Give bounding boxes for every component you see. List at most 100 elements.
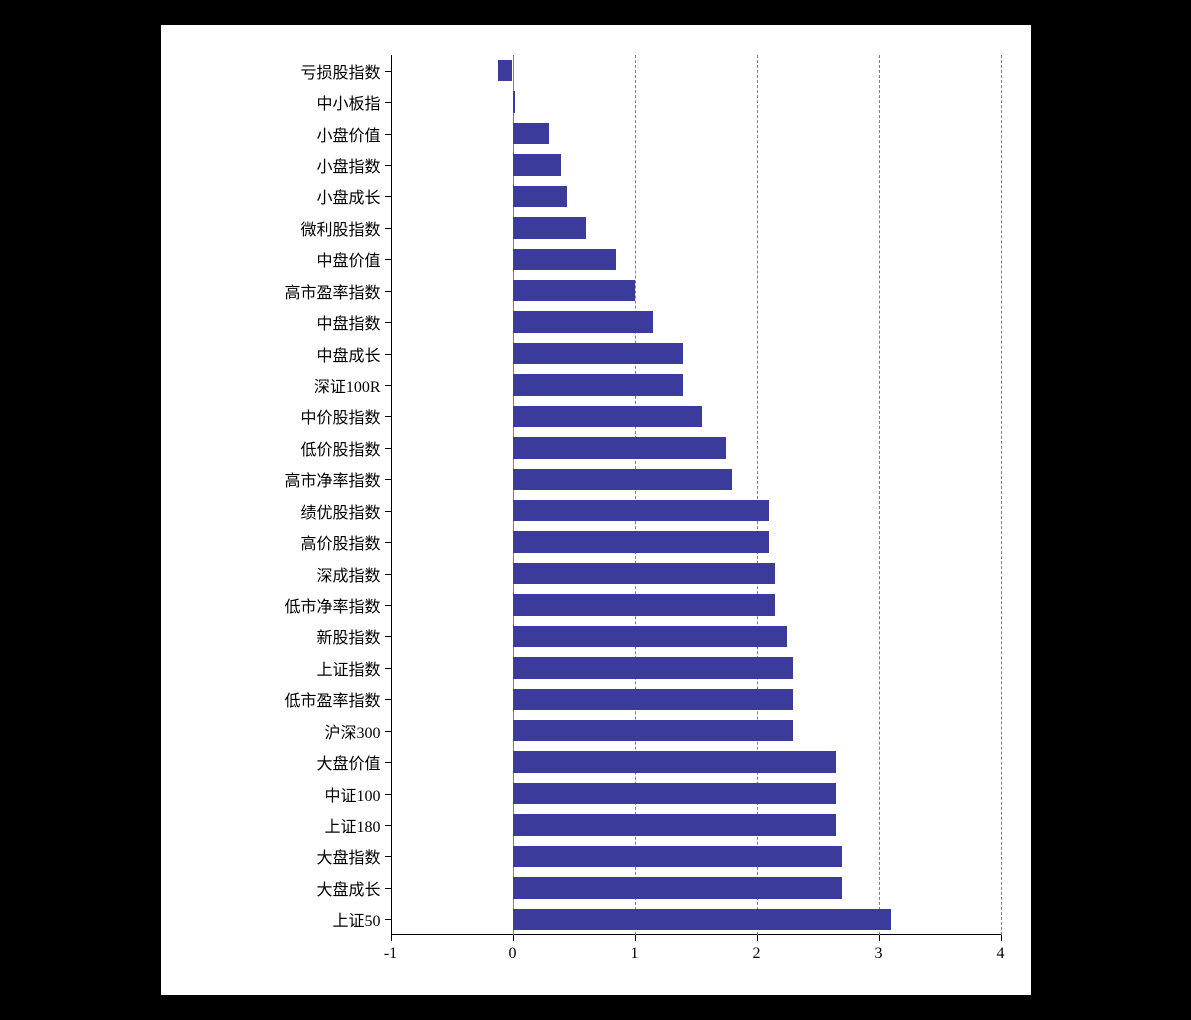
- gridline: [1001, 55, 1002, 935]
- category-label: 沪深300: [324, 719, 390, 743]
- bar-row: 上证50: [391, 909, 1001, 930]
- x-tick-mark: [1001, 935, 1002, 941]
- category-label: 小盘成长: [316, 184, 390, 208]
- bar-row: 中小板指: [391, 91, 1001, 112]
- y-axis: [391, 55, 392, 935]
- category-label: 上证50: [332, 907, 390, 931]
- bar: [513, 249, 617, 270]
- x-tick-label: 4: [997, 945, 1005, 963]
- bar-row: 大盘成长: [391, 877, 1001, 898]
- category-label: 小盘指数: [316, 153, 390, 177]
- bar-row: 大盘指数: [391, 846, 1001, 867]
- plot-area: -101234亏损股指数中小板指小盘价值小盘指数小盘成长微利股指数中盘价值高市盈…: [391, 55, 1001, 935]
- category-label: 小盘价值: [316, 122, 390, 146]
- bar-row: 沪深300: [391, 720, 1001, 741]
- x-tick-mark: [635, 935, 636, 941]
- bar-row: 高市净率指数: [391, 469, 1001, 490]
- category-label: 低价股指数: [300, 436, 390, 460]
- category-label: 亏损股指数: [300, 59, 390, 83]
- bar: [513, 689, 794, 710]
- bar: [513, 186, 568, 207]
- bar-row: 小盘指数: [391, 154, 1001, 175]
- category-label: 大盘成长: [316, 876, 390, 900]
- bar: [513, 846, 842, 867]
- category-label: 深成指数: [316, 562, 390, 586]
- bar-row: 中盘成长: [391, 343, 1001, 364]
- bar: [513, 343, 684, 364]
- bar-row: 高市盈率指数: [391, 280, 1001, 301]
- bar: [513, 469, 733, 490]
- bar-row: 小盘价值: [391, 123, 1001, 144]
- category-label: 高市净率指数: [284, 467, 390, 491]
- x-tick-label: 1: [631, 945, 639, 963]
- category-label: 中价股指数: [300, 404, 390, 428]
- bar-row: 低价股指数: [391, 437, 1001, 458]
- bar: [513, 91, 515, 112]
- bar: [513, 217, 586, 238]
- x-tick-mark: [391, 935, 392, 941]
- bar: [513, 311, 653, 332]
- bar: [513, 154, 562, 175]
- bar-row: 微利股指数: [391, 217, 1001, 238]
- category-label: 高价股指数: [300, 530, 390, 554]
- category-label: 中盘价值: [316, 247, 390, 271]
- bar-row: 上证指数: [391, 657, 1001, 678]
- category-label: 低市盈率指数: [284, 687, 390, 711]
- x-tick-label: -1: [384, 945, 397, 963]
- bar: [513, 280, 635, 301]
- bar: [513, 751, 836, 772]
- bar: [498, 60, 513, 81]
- bar-row: 深证100R: [391, 374, 1001, 395]
- bar: [513, 657, 794, 678]
- category-label: 新股指数: [316, 624, 390, 648]
- category-label: 高市盈率指数: [284, 279, 390, 303]
- bar: [513, 406, 702, 427]
- bar: [513, 594, 775, 615]
- bar-row: 低市盈率指数: [391, 689, 1001, 710]
- bar-row: 中盘指数: [391, 311, 1001, 332]
- bar: [513, 123, 550, 144]
- bar: [513, 909, 891, 930]
- bar: [513, 877, 842, 898]
- bar-row: 深成指数: [391, 563, 1001, 584]
- bar: [513, 783, 836, 804]
- x-tick-label: 0: [509, 945, 517, 963]
- category-label: 上证指数: [316, 656, 390, 680]
- x-tick-mark: [757, 935, 758, 941]
- bar: [513, 626, 788, 647]
- bar-row: 低市净率指数: [391, 594, 1001, 615]
- bar: [513, 563, 775, 584]
- x-tick-mark: [513, 935, 514, 941]
- bar-row: 绩优股指数: [391, 500, 1001, 521]
- bar-row: 新股指数: [391, 626, 1001, 647]
- x-tick-label: 3: [875, 945, 883, 963]
- bar-row: 大盘价值: [391, 751, 1001, 772]
- bar-row: 小盘成长: [391, 186, 1001, 207]
- x-tick-mark: [879, 935, 880, 941]
- bar: [513, 814, 836, 835]
- category-label: 中盘成长: [316, 342, 390, 366]
- category-label: 中证100: [324, 782, 390, 806]
- bar-row: 高价股指数: [391, 531, 1001, 552]
- x-axis: [391, 934, 1001, 935]
- bar: [513, 500, 769, 521]
- category-label: 绩优股指数: [300, 499, 390, 523]
- category-label: 微利股指数: [300, 216, 390, 240]
- bar: [513, 374, 684, 395]
- bar-row: 上证180: [391, 814, 1001, 835]
- bar-row: 亏损股指数: [391, 60, 1001, 81]
- category-label: 中盘指数: [316, 310, 390, 334]
- x-tick-label: 2: [753, 945, 761, 963]
- category-label: 低市净率指数: [284, 593, 390, 617]
- bar: [513, 531, 769, 552]
- bar: [513, 720, 794, 741]
- category-label: 大盘指数: [316, 844, 390, 868]
- bar-row: 中证100: [391, 783, 1001, 804]
- chart-panel: -101234亏损股指数中小板指小盘价值小盘指数小盘成长微利股指数中盘价值高市盈…: [161, 25, 1031, 995]
- category-label: 上证180: [324, 813, 390, 837]
- bar-row: 中盘价值: [391, 249, 1001, 270]
- category-label: 大盘价值: [316, 750, 390, 774]
- category-label: 中小板指: [316, 90, 390, 114]
- category-label: 深证100R: [314, 373, 391, 397]
- bar-row: 中价股指数: [391, 406, 1001, 427]
